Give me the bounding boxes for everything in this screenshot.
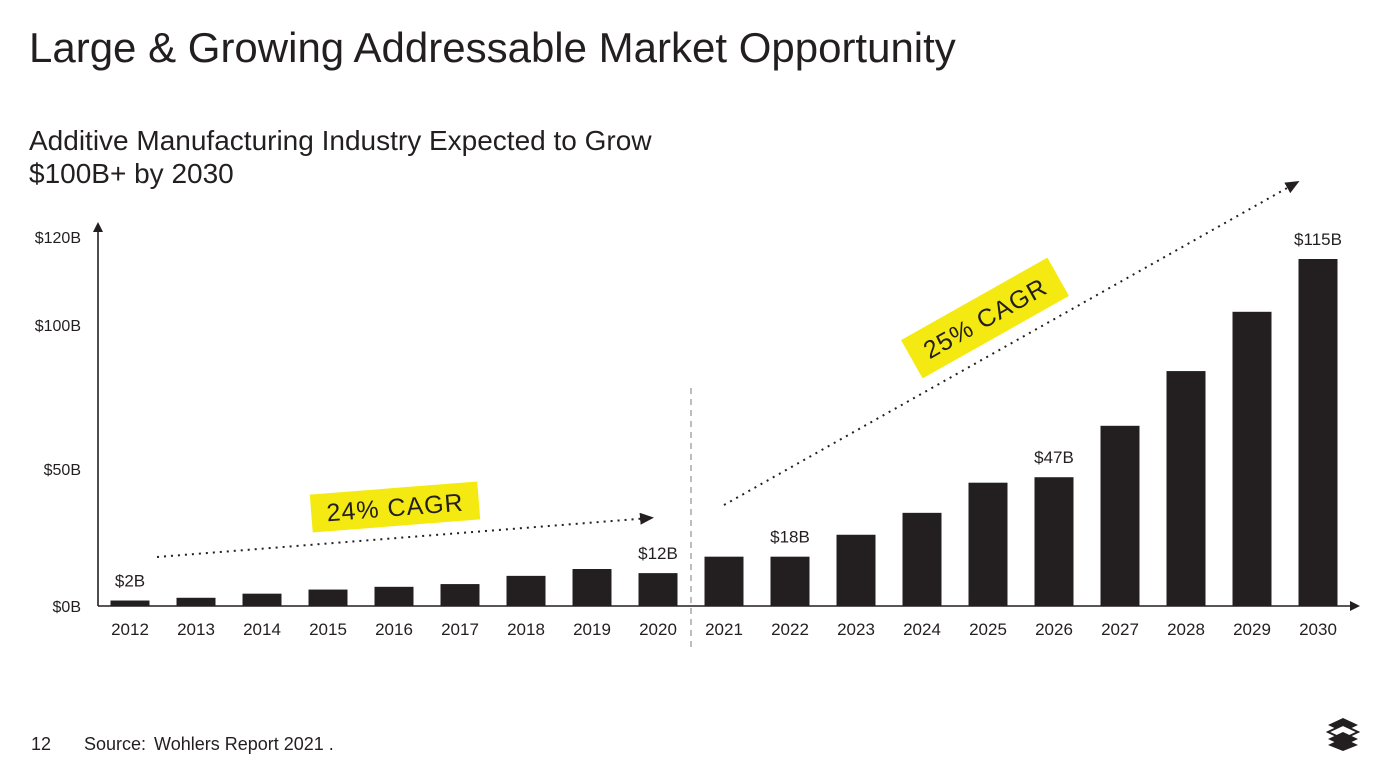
x-tick-label: 2026 — [1035, 620, 1073, 639]
data-label: $47B — [1034, 448, 1074, 467]
bar-2028 — [1166, 371, 1206, 606]
x-tick-label: 2020 — [639, 620, 677, 639]
subtitle-line-2: $100B+ by 2030 — [29, 158, 234, 189]
bar-2016 — [374, 586, 414, 606]
bar-2018 — [506, 575, 546, 606]
trend-arrow-forecast — [723, 181, 1300, 506]
y-tick-label: $0B — [53, 599, 81, 616]
x-tick-label: 2025 — [969, 620, 1007, 639]
x-tick-label: 2022 — [771, 620, 809, 639]
y-tick-label: $120B — [35, 230, 81, 247]
x-tick-label: 2016 — [375, 620, 413, 639]
data-label: $115B — [1294, 230, 1342, 249]
bar-2013 — [176, 597, 216, 606]
source-note: Source: Wohlers Report 2021 . — [84, 734, 334, 755]
bar-chart: $0B $50B $100B $120B 2012 2013 2014 2015 2016 201… — [35, 181, 1360, 648]
company-logo-icon — [1326, 718, 1360, 751]
chart-subtitle: Additive Manufacturing Industry Expected… — [29, 124, 652, 190]
x-tick-label: 2029 — [1233, 620, 1271, 639]
x-tick-label: 2023 — [837, 620, 875, 639]
data-label: $18B — [770, 528, 810, 547]
x-tick-label: 2021 — [705, 620, 743, 639]
bar-2012 — [110, 600, 150, 606]
x-tick-label: 2028 — [1167, 620, 1205, 639]
x-tick-label: 2012 — [111, 620, 149, 639]
x-tick-label: 2015 — [309, 620, 347, 639]
subtitle-line-1: Additive Manufacturing Industry Expected… — [29, 125, 652, 156]
bar-2019 — [572, 569, 612, 606]
x-tick-label: 2019 — [573, 620, 611, 639]
bar-2020 — [638, 573, 678, 606]
cagr-badge-historic: 24% CAGR — [309, 481, 481, 533]
x-tick-label: 2018 — [507, 620, 545, 639]
bar-2025 — [968, 482, 1008, 606]
bar-2026 — [1034, 477, 1074, 606]
data-label: $2B — [115, 572, 145, 591]
bar-2017 — [440, 584, 480, 606]
x-tick-label: 2030 — [1299, 620, 1337, 639]
bar-2023 — [836, 534, 876, 606]
bar-2027 — [1100, 425, 1140, 606]
bar-2021 — [704, 556, 744, 606]
bar-2015 — [308, 589, 348, 606]
source-text: Wohlers Report 2021 . — [154, 734, 334, 754]
bar-2030 — [1298, 259, 1338, 606]
bar-2024 — [902, 512, 942, 606]
cagr-badge-forecast: 25% CAGR — [901, 257, 1069, 379]
y-tick-label: $100B — [35, 318, 81, 335]
x-tick-label: 2013 — [177, 620, 215, 639]
x-tick-label: 2024 — [903, 620, 941, 639]
data-label: $12B — [638, 544, 678, 563]
x-tick-label: 2014 — [243, 620, 281, 639]
bar-2022 — [770, 556, 810, 606]
page-number: 12 — [31, 734, 52, 754]
source-label: Source: — [84, 734, 147, 754]
page-title: Large & Growing Addressable Market Oppor… — [29, 24, 956, 71]
y-tick-label: $50B — [44, 462, 81, 479]
x-tick-label: 2027 — [1101, 620, 1139, 639]
bar-2029 — [1232, 311, 1272, 606]
bar-2014 — [242, 593, 282, 606]
x-tick-label: 2017 — [441, 620, 479, 639]
